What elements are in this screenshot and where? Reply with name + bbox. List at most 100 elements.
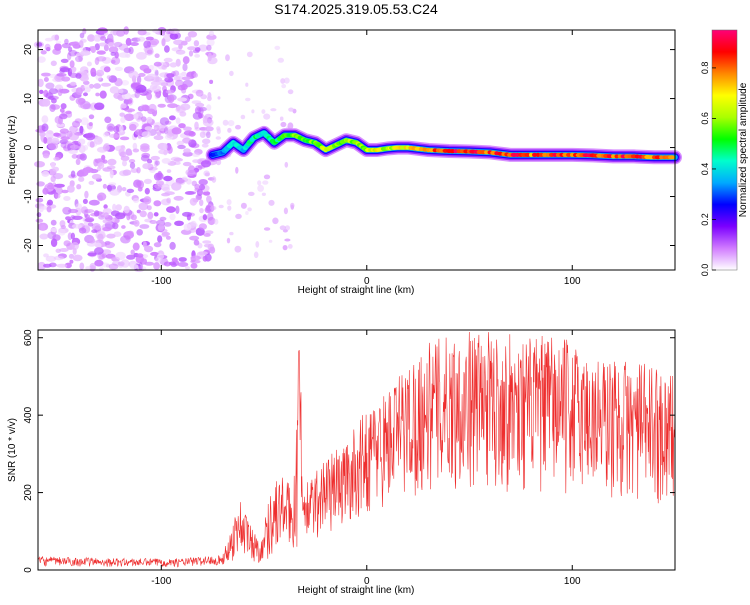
noise-blob [287,122,294,130]
noise-blob [163,57,173,63]
noise-blob [35,197,44,203]
noise-blob [80,50,91,56]
noise-blob [149,220,157,224]
noise-blob [46,206,52,213]
noise-blob [114,51,119,59]
noise-blob [185,168,196,176]
snr-plot-frame [37,329,676,571]
noise-blob [120,145,126,149]
noise-blob [204,230,214,235]
noise-blob [103,204,108,209]
x-tick-label: -100 [151,576,171,587]
noise-blob [166,197,171,204]
noise-blob [123,26,129,35]
noise-blob [100,211,105,218]
noise-blob [210,205,217,211]
noise-blob [283,77,290,84]
noise-blob [188,50,194,57]
noise-blob [103,212,109,218]
noise-blob [71,41,80,48]
noise-blob [205,205,212,212]
noise-blob [54,43,62,51]
noise-blob [71,242,79,250]
noise-blob [183,126,192,132]
noise-blob [69,125,78,133]
noise-blob [161,64,167,70]
noise-blob [54,183,65,188]
noise-blob [84,209,95,213]
noise-blob [182,63,188,72]
noise-blob [202,255,208,262]
noise-blob [104,116,112,124]
noise-blob [284,161,289,168]
noise-blob [136,253,144,258]
noise-blob [46,184,57,190]
noise-blob [50,238,58,247]
noise-blob [198,179,208,186]
noise-blob [146,49,153,55]
noise-blob [144,245,154,253]
noise-blob [55,40,62,45]
noise-blob [95,69,105,77]
noise-blob [41,123,49,132]
noise-blob [161,192,171,197]
noise-blob [69,60,75,68]
ridge-point [668,155,676,160]
noise-blob [164,77,174,83]
noise-blob [163,127,169,135]
noise-blob [157,170,163,179]
noise-blob [83,92,88,97]
noise-blob [261,109,266,114]
noise-blob [96,146,108,153]
noise-blob [263,227,271,231]
noise-blob [97,27,108,34]
noise-blob [138,72,146,77]
noise-blob [200,160,212,168]
noise-blob [153,61,162,67]
noise-blob [195,165,203,171]
noise-blob [79,125,84,134]
noise-blob [283,207,288,215]
noise-blob [53,132,61,137]
noise-blob [154,53,160,58]
noise-blob [88,122,93,127]
colorbar-tick-label: 0.6 [700,112,710,125]
noise-blob [125,234,131,241]
noise-blob [137,180,144,189]
noise-blob [190,262,198,269]
noise-blob [218,204,224,209]
noise-blob [134,129,143,136]
noise-blob [279,116,284,121]
noise-blob [280,121,287,128]
noise-blob [207,52,212,62]
noise-blob [93,136,103,145]
noise-blob [119,112,125,117]
noise-blob [133,219,140,227]
noise-blob [193,40,200,47]
noise-blob [169,115,176,121]
noise-blob [150,251,159,256]
noise-blob [202,118,214,127]
noise-blob [159,117,170,126]
noise-blob [181,76,191,81]
noise-blob [225,54,230,62]
noise-blob [68,149,78,155]
y-tick-label: 0 [23,144,34,150]
noise-blob [72,120,80,128]
noise-blob [169,213,176,221]
noise-blob [94,259,104,267]
noise-blob [63,240,71,247]
noise-blob [95,92,100,97]
noise-blob [80,206,88,214]
noise-blob [173,75,180,81]
noise-blob [198,223,207,230]
noise-blob [194,54,201,58]
noise-blob [89,262,97,271]
noise-blob [94,247,104,255]
noise-blob [128,46,134,55]
noise-blob [173,157,183,162]
noise-blob [101,249,112,255]
noise-blob [206,44,212,51]
noise-blob [90,67,97,76]
noise-blob [42,187,49,195]
